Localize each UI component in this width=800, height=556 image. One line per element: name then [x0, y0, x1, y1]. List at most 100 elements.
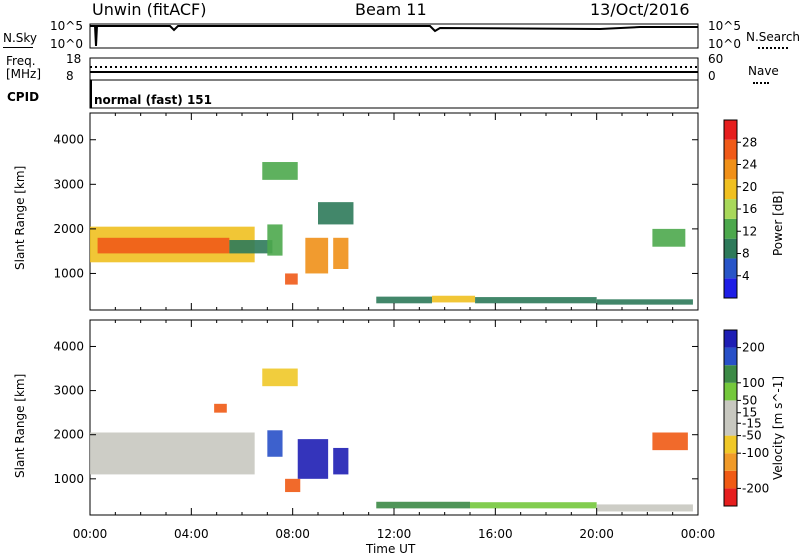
nsky-panel: [89, 23, 699, 49]
colorbar-segment: [724, 382, 737, 401]
colorbar-tick-label: -200: [742, 481, 769, 495]
colorbar-segment: [724, 453, 737, 471]
data-region-4: [333, 447, 349, 475]
velocity-ylabel: Slant Range [km]: [13, 373, 27, 478]
station-title: Unwin (fitACF): [92, 0, 207, 19]
colorbar-segment: [724, 347, 737, 366]
time-axis: 00:00 04:00 08:00 12:00 16:00 20:00 00:00: [73, 527, 716, 541]
colorbar-frame: [723, 329, 738, 507]
colorbar-tick-label: 16: [742, 202, 757, 216]
time-axis-label: Time UT: [366, 542, 416, 556]
power-colorbar-label: Power [dB]: [771, 190, 785, 256]
data-region-8: [376, 296, 432, 304]
cpid-value: normal (fast) 151: [94, 93, 212, 107]
colorbar-segment: [724, 365, 737, 383]
colorbar-segment: [724, 258, 737, 279]
data-region-0: [90, 432, 255, 475]
date-title: 13/Oct/2016: [590, 0, 690, 19]
data-region-9: [596, 504, 693, 512]
freq-unit: [MHz]: [6, 67, 42, 81]
freq-tick-top: 18: [66, 52, 82, 66]
velocity-colorbar-label: Velocity [m s^-1]: [771, 375, 785, 480]
nsearch-tick-bottom: 10^0: [708, 37, 741, 51]
velocity-chart: 1000 2000 3000 4000: [53, 319, 699, 516]
colorbar-segment: [724, 139, 737, 160]
nsky-label: N.Sky: [3, 31, 38, 45]
nsky-underline: [3, 47, 33, 48]
power-ylabel: Slant Range [km]: [13, 165, 27, 270]
nave-tick-bottom: 0: [708, 69, 716, 83]
y-tick-label: 3000: [53, 177, 84, 191]
colorbar-segment: [724, 418, 737, 436]
time-tick-label: 04:00: [174, 527, 209, 541]
plot-area: [89, 319, 699, 516]
data-region-7: [318, 202, 354, 225]
time-tick-label: 16:00: [478, 527, 513, 541]
colorbar-tick-label: 100: [742, 376, 765, 390]
colorbar-segment: [724, 470, 737, 489]
colorbar-tick-label: 50: [742, 393, 757, 407]
y-tick-label: 4000: [53, 339, 84, 353]
data-region-2: [285, 478, 301, 493]
data-region-3: [297, 439, 329, 479]
time-tick-label: 08:00: [275, 527, 310, 541]
nsky-tick-bottom: 10^0: [50, 37, 83, 51]
beam-title: Beam 11: [355, 0, 427, 19]
colorbar-tick-label: -100: [742, 446, 769, 460]
nsky-tick-top: 10^5: [50, 19, 83, 33]
y-tick-label: 2000: [53, 222, 84, 236]
colorbar-segment: [724, 218, 737, 239]
nsky-line: [90, 25, 698, 47]
colorbar-tick-label: -50: [742, 429, 762, 443]
time-tick-label: 00:00: [681, 527, 716, 541]
nave-label: Nave: [748, 64, 779, 78]
data-region-13: [262, 162, 298, 180]
colorbar-tick-label: 8: [742, 247, 750, 261]
data-region-5: [214, 403, 227, 413]
nsearch-tick-top: 10^5: [708, 19, 741, 33]
time-tick-label: 12:00: [377, 527, 412, 541]
freq-label: Freq.: [6, 54, 36, 68]
data-region-3: [267, 224, 283, 256]
data-region-6: [262, 368, 298, 387]
y-tick-label: 4000: [53, 133, 84, 147]
colorbar-tick-label: 20: [742, 180, 757, 194]
y-tick-label: 1000: [53, 472, 84, 486]
y-tick-label: 3000: [53, 384, 84, 398]
data-region-1: [97, 237, 230, 254]
y-tick-label: 1000: [53, 266, 84, 280]
colorbar-tick-label: 4: [742, 269, 750, 283]
nsearch-label: N.Search: [746, 30, 800, 44]
colorbar-segment: [724, 330, 737, 348]
colorbar-segment: [724, 179, 737, 200]
power-colorbar: 4 8 12 16 20 24 28: [723, 119, 757, 299]
data-region-6: [333, 237, 349, 269]
nave-tick-top: 60: [708, 52, 724, 66]
colorbar-segment: [724, 435, 737, 454]
data-region-8: [470, 502, 597, 509]
colorbar-segment: [724, 120, 737, 140]
data-region-5: [305, 237, 329, 274]
data-region-7: [376, 501, 470, 509]
data-region-9: [432, 295, 476, 303]
time-tick-label: 00:00: [73, 527, 108, 541]
colorbar-segment: [724, 488, 737, 506]
data-region-4: [285, 273, 298, 285]
plot-area: [89, 112, 699, 311]
y-tick-label: 2000: [53, 428, 84, 442]
data-region-12: [652, 228, 686, 247]
colorbar-tick-label: 24: [742, 158, 757, 172]
time-tick-label: 20:00: [579, 527, 614, 541]
nsearch-legend-line: [758, 47, 788, 49]
colorbar-tick-label: -15: [742, 416, 762, 430]
colorbar-segment: [724, 238, 737, 259]
colorbar-tick-label: 15: [742, 406, 757, 420]
cpid-label: CPID: [7, 90, 40, 104]
data-region-10: [475, 297, 597, 304]
colorbar-tick-label: 12: [742, 224, 757, 238]
data-region-2: [229, 240, 273, 254]
colorbar-tick-label: 28: [742, 135, 757, 149]
power-chart: 1000 2000 3000 4000: [53, 112, 699, 311]
